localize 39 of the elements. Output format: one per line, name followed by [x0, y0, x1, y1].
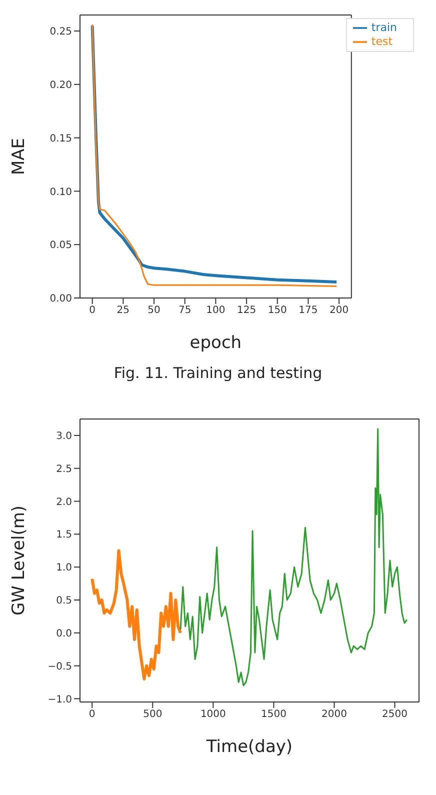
x-tick-label: 50 [148, 305, 160, 316]
y-tick-label: 0.25 [50, 26, 72, 38]
line-series [180, 428, 408, 686]
x-tick-label: 2500 [382, 709, 408, 720]
y-tick-label: 2.0 [56, 496, 72, 508]
x-tick-label: 1500 [260, 709, 286, 720]
caption: Fig. 11. Training and testing [112, 364, 324, 382]
x-tick-label: 150 [268, 305, 287, 316]
x-tick-label: 100 [206, 305, 226, 316]
x-tick-label: 25 [116, 305, 130, 316]
y-tick-label: 1.5 [56, 530, 72, 541]
y-tick-label: −1.0 [48, 694, 72, 706]
x-tick-label: 2000 [322, 709, 347, 720]
x-tick-label: 0 [88, 709, 96, 720]
x-tick-label: 75 [178, 305, 192, 316]
legend-label: train [371, 21, 397, 34]
y-tick-label: 0.00 [50, 294, 72, 305]
x-axis-title: epoch [190, 333, 242, 353]
y-tick-label: 2.5 [56, 464, 72, 475]
y-axis-title: MAE [9, 138, 30, 176]
y-tick-label: 0.20 [50, 80, 72, 91]
y-axis-title: GW Level(m) [9, 505, 30, 616]
x-tick-label: 500 [143, 709, 162, 720]
legend-label: test [371, 35, 393, 48]
line-series [90, 549, 182, 680]
x-tick-label: 1000 [200, 709, 226, 720]
y-tick-label: −0.5 [48, 661, 72, 672]
x-tick-label: 0 [89, 305, 96, 316]
x-tick-label: 125 [236, 305, 256, 316]
y-tick-label: 0.0 [56, 628, 72, 640]
y-tick-label: 0.5 [56, 596, 72, 607]
y-tick-label: 0.10 [50, 186, 72, 198]
y-tick-label: 1.0 [56, 562, 72, 574]
y-tick-label: 0.15 [50, 133, 72, 144]
y-tick-label: 0.05 [50, 240, 72, 252]
y-tick-label: 3.0 [56, 431, 72, 442]
x-axis-title: Time(day) [205, 737, 293, 757]
x-tick-label: 175 [298, 305, 318, 316]
x-tick-label: 200 [330, 305, 349, 316]
